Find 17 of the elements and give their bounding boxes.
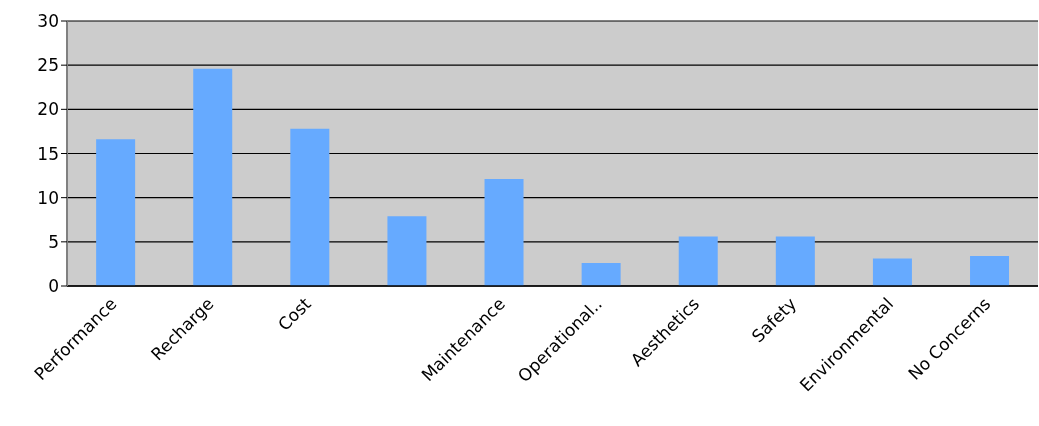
bar — [970, 255, 1010, 286]
bar — [581, 263, 621, 286]
y-tick-label: 15 — [37, 143, 59, 164]
y-tick-label: 20 — [37, 99, 59, 120]
y-tick-label: 0 — [48, 276, 59, 297]
bar — [775, 236, 815, 286]
bar — [484, 179, 524, 286]
bar — [387, 216, 427, 286]
bar — [96, 139, 136, 286]
bar — [290, 128, 330, 286]
y-tick-label: 25 — [37, 55, 59, 76]
y-tick-label: 10 — [37, 187, 59, 208]
bar — [872, 258, 912, 286]
y-tick-label: 30 — [37, 11, 59, 32]
y-tick-label: 5 — [48, 231, 59, 252]
bar — [678, 236, 718, 286]
bar — [193, 68, 233, 286]
